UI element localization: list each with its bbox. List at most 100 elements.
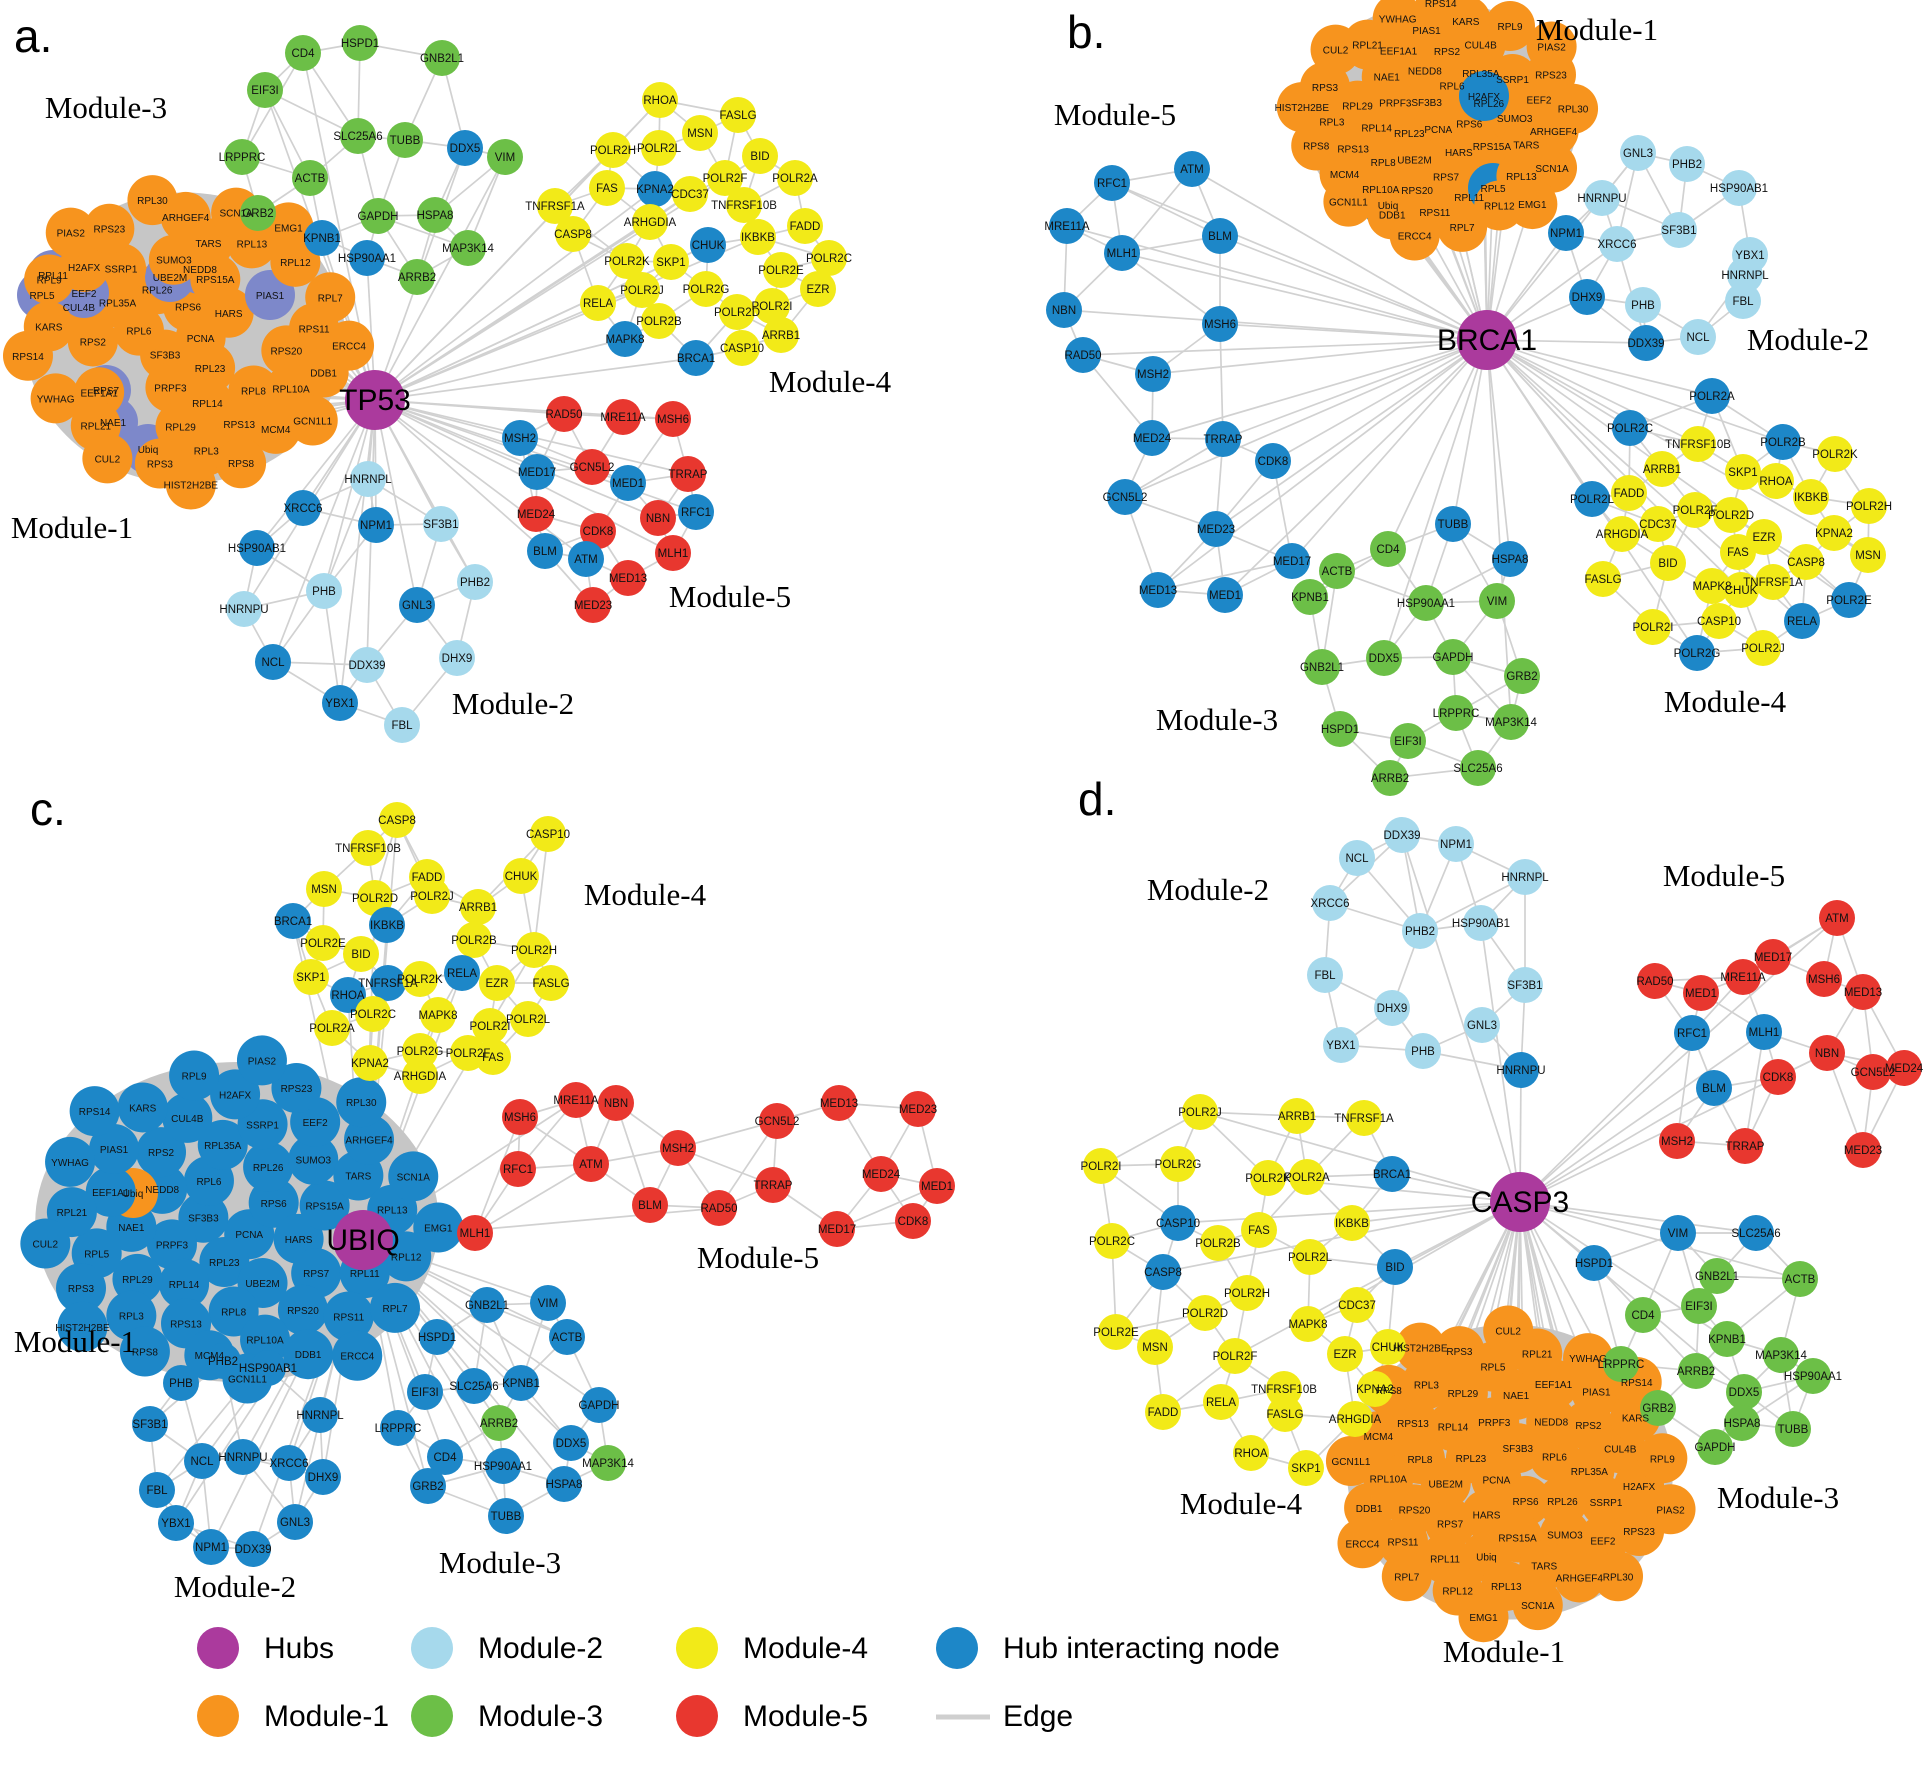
node-POLR2A[interactable]: [1694, 378, 1730, 414]
node-RPL3[interactable]: [1401, 1359, 1452, 1410]
node-KPNB1[interactable]: [1292, 579, 1328, 615]
node-CDK8[interactable]: [895, 1203, 931, 1239]
node-FASLG[interactable]: [720, 97, 756, 133]
node-CASP10[interactable]: [1160, 1205, 1196, 1241]
node-CDC37[interactable]: [1339, 1287, 1375, 1323]
node-FADD[interactable]: [1145, 1394, 1181, 1430]
node-RPL9[interactable]: [1637, 1433, 1688, 1484]
node-FBL[interactable]: [1725, 283, 1761, 319]
node-SLC25A6[interactable]: [456, 1368, 492, 1404]
node-KPNB1[interactable]: [304, 220, 340, 256]
node-GNB2L1[interactable]: [1304, 649, 1340, 685]
node-POLR2D[interactable]: [1187, 1295, 1223, 1331]
node-PHB[interactable]: [1625, 287, 1661, 323]
node-GNB2L1[interactable]: [469, 1287, 505, 1323]
node-HIST2H2BE[interactable]: [165, 459, 216, 510]
node-GNL3[interactable]: [1620, 135, 1656, 171]
node-NPM1[interactable]: [358, 507, 394, 543]
node-GCN5L2[interactable]: [1107, 479, 1143, 515]
node-XRCC6[interactable]: [285, 490, 321, 526]
node-RPL10A[interactable]: [240, 1314, 291, 1365]
node-BLM[interactable]: [632, 1187, 668, 1223]
node-MED17[interactable]: [519, 454, 555, 490]
node-POLR2K[interactable]: [609, 243, 645, 279]
node-HNRNPL[interactable]: [1727, 257, 1763, 293]
node-POLR2B[interactable]: [1765, 424, 1801, 460]
node-ARRB1[interactable]: [1644, 451, 1680, 487]
node-SUMO3[interactable]: [288, 1134, 339, 1185]
node-RPL12[interactable]: [381, 1231, 432, 1282]
node-RPS8[interactable]: [119, 1326, 170, 1377]
node-GAPDH[interactable]: [581, 1387, 617, 1423]
node-PHB[interactable]: [1405, 1033, 1441, 1069]
node-PHB2[interactable]: [1669, 146, 1705, 182]
node-FADD[interactable]: [787, 208, 823, 244]
node-PHB[interactable]: [163, 1365, 199, 1401]
node-CHUK[interactable]: [1370, 1329, 1406, 1365]
node-RPS23[interactable]: [84, 203, 135, 254]
node-DHX9[interactable]: [439, 640, 475, 676]
node-ARRB1[interactable]: [763, 317, 799, 353]
node-MAPK8[interactable]: [1290, 1306, 1326, 1342]
node-RPL9[interactable]: [24, 254, 75, 305]
node-DDX5[interactable]: [553, 1425, 589, 1461]
node-KARS[interactable]: [117, 1082, 168, 1133]
node-GCN5L2[interactable]: [1855, 1054, 1891, 1090]
node-FAS[interactable]: [475, 1039, 511, 1075]
node-ATM[interactable]: [568, 541, 604, 577]
node-SLC25A6[interactable]: [340, 118, 376, 154]
node-PIAS2[interactable]: [1645, 1484, 1696, 1535]
node-HSP90AA1[interactable]: [485, 1448, 521, 1484]
node-ARRB1[interactable]: [460, 889, 496, 925]
node-GNL3[interactable]: [277, 1504, 313, 1540]
node-POLR2G[interactable]: [402, 1033, 438, 1069]
node-NCL[interactable]: [184, 1443, 220, 1479]
node-RPL9[interactable]: [169, 1050, 220, 1101]
node-H2AFX[interactable]: [210, 1069, 261, 1120]
node-POLR2K[interactable]: [1250, 1160, 1286, 1196]
node-MSN[interactable]: [682, 115, 718, 151]
node-SF3B1[interactable]: [423, 506, 459, 542]
node-BLM[interactable]: [1202, 218, 1238, 254]
node-CUL2[interactable]: [20, 1218, 71, 1269]
node-RPL30[interactable]: [1548, 83, 1599, 134]
node-PIAS2[interactable]: [1526, 21, 1577, 72]
node-MLH1[interactable]: [457, 1215, 493, 1251]
node-PHB2[interactable]: [205, 1343, 241, 1379]
node-MED24[interactable]: [1134, 420, 1170, 456]
node-KPNA2[interactable]: [1357, 1371, 1393, 1407]
node-CASP8[interactable]: [1788, 544, 1824, 580]
node-ERCC4[interactable]: [324, 320, 375, 371]
node-YWHAG[interactable]: [1563, 1333, 1614, 1384]
node-XRCC6[interactable]: [1312, 885, 1348, 921]
node-TUBB[interactable]: [488, 1498, 524, 1534]
node-ACTB[interactable]: [292, 160, 328, 196]
node-POLR2I[interactable]: [1083, 1148, 1119, 1184]
node-CD4[interactable]: [285, 35, 321, 71]
node-BLM[interactable]: [527, 533, 563, 569]
node-ARHGDIA[interactable]: [1337, 1401, 1373, 1437]
node-FBL[interactable]: [139, 1472, 175, 1508]
node-XRCC6[interactable]: [271, 1445, 307, 1481]
node-MED1[interactable]: [1683, 975, 1719, 1011]
node-HSP90AA1[interactable]: [1408, 585, 1444, 621]
node-IKBKB[interactable]: [740, 219, 776, 255]
node-MRE11A[interactable]: [1049, 208, 1085, 244]
node-HIST2H2BE[interactable]: [1276, 82, 1327, 133]
node-ACTB[interactable]: [549, 1319, 585, 1355]
node-POLR2H[interactable]: [1229, 1275, 1265, 1311]
node-SLC25A6[interactable]: [1460, 750, 1496, 786]
node-MSH2[interactable]: [1135, 356, 1171, 392]
node-DHX9[interactable]: [305, 1459, 341, 1495]
node-KPNA2[interactable]: [637, 171, 673, 207]
node-YBX1[interactable]: [1323, 1027, 1359, 1063]
node-HNRNPL[interactable]: [302, 1397, 338, 1433]
node-MED17[interactable]: [1274, 543, 1310, 579]
node-RPL29[interactable]: [112, 1253, 163, 1304]
node-ARHGEF4[interactable]: [344, 1114, 395, 1165]
node-POLR2E[interactable]: [1098, 1314, 1134, 1350]
node-NCL[interactable]: [1680, 319, 1716, 355]
node-HSPD1[interactable]: [1576, 1245, 1612, 1281]
node-ARHGDIA[interactable]: [402, 1058, 438, 1094]
node-MLH1[interactable]: [1104, 235, 1140, 271]
